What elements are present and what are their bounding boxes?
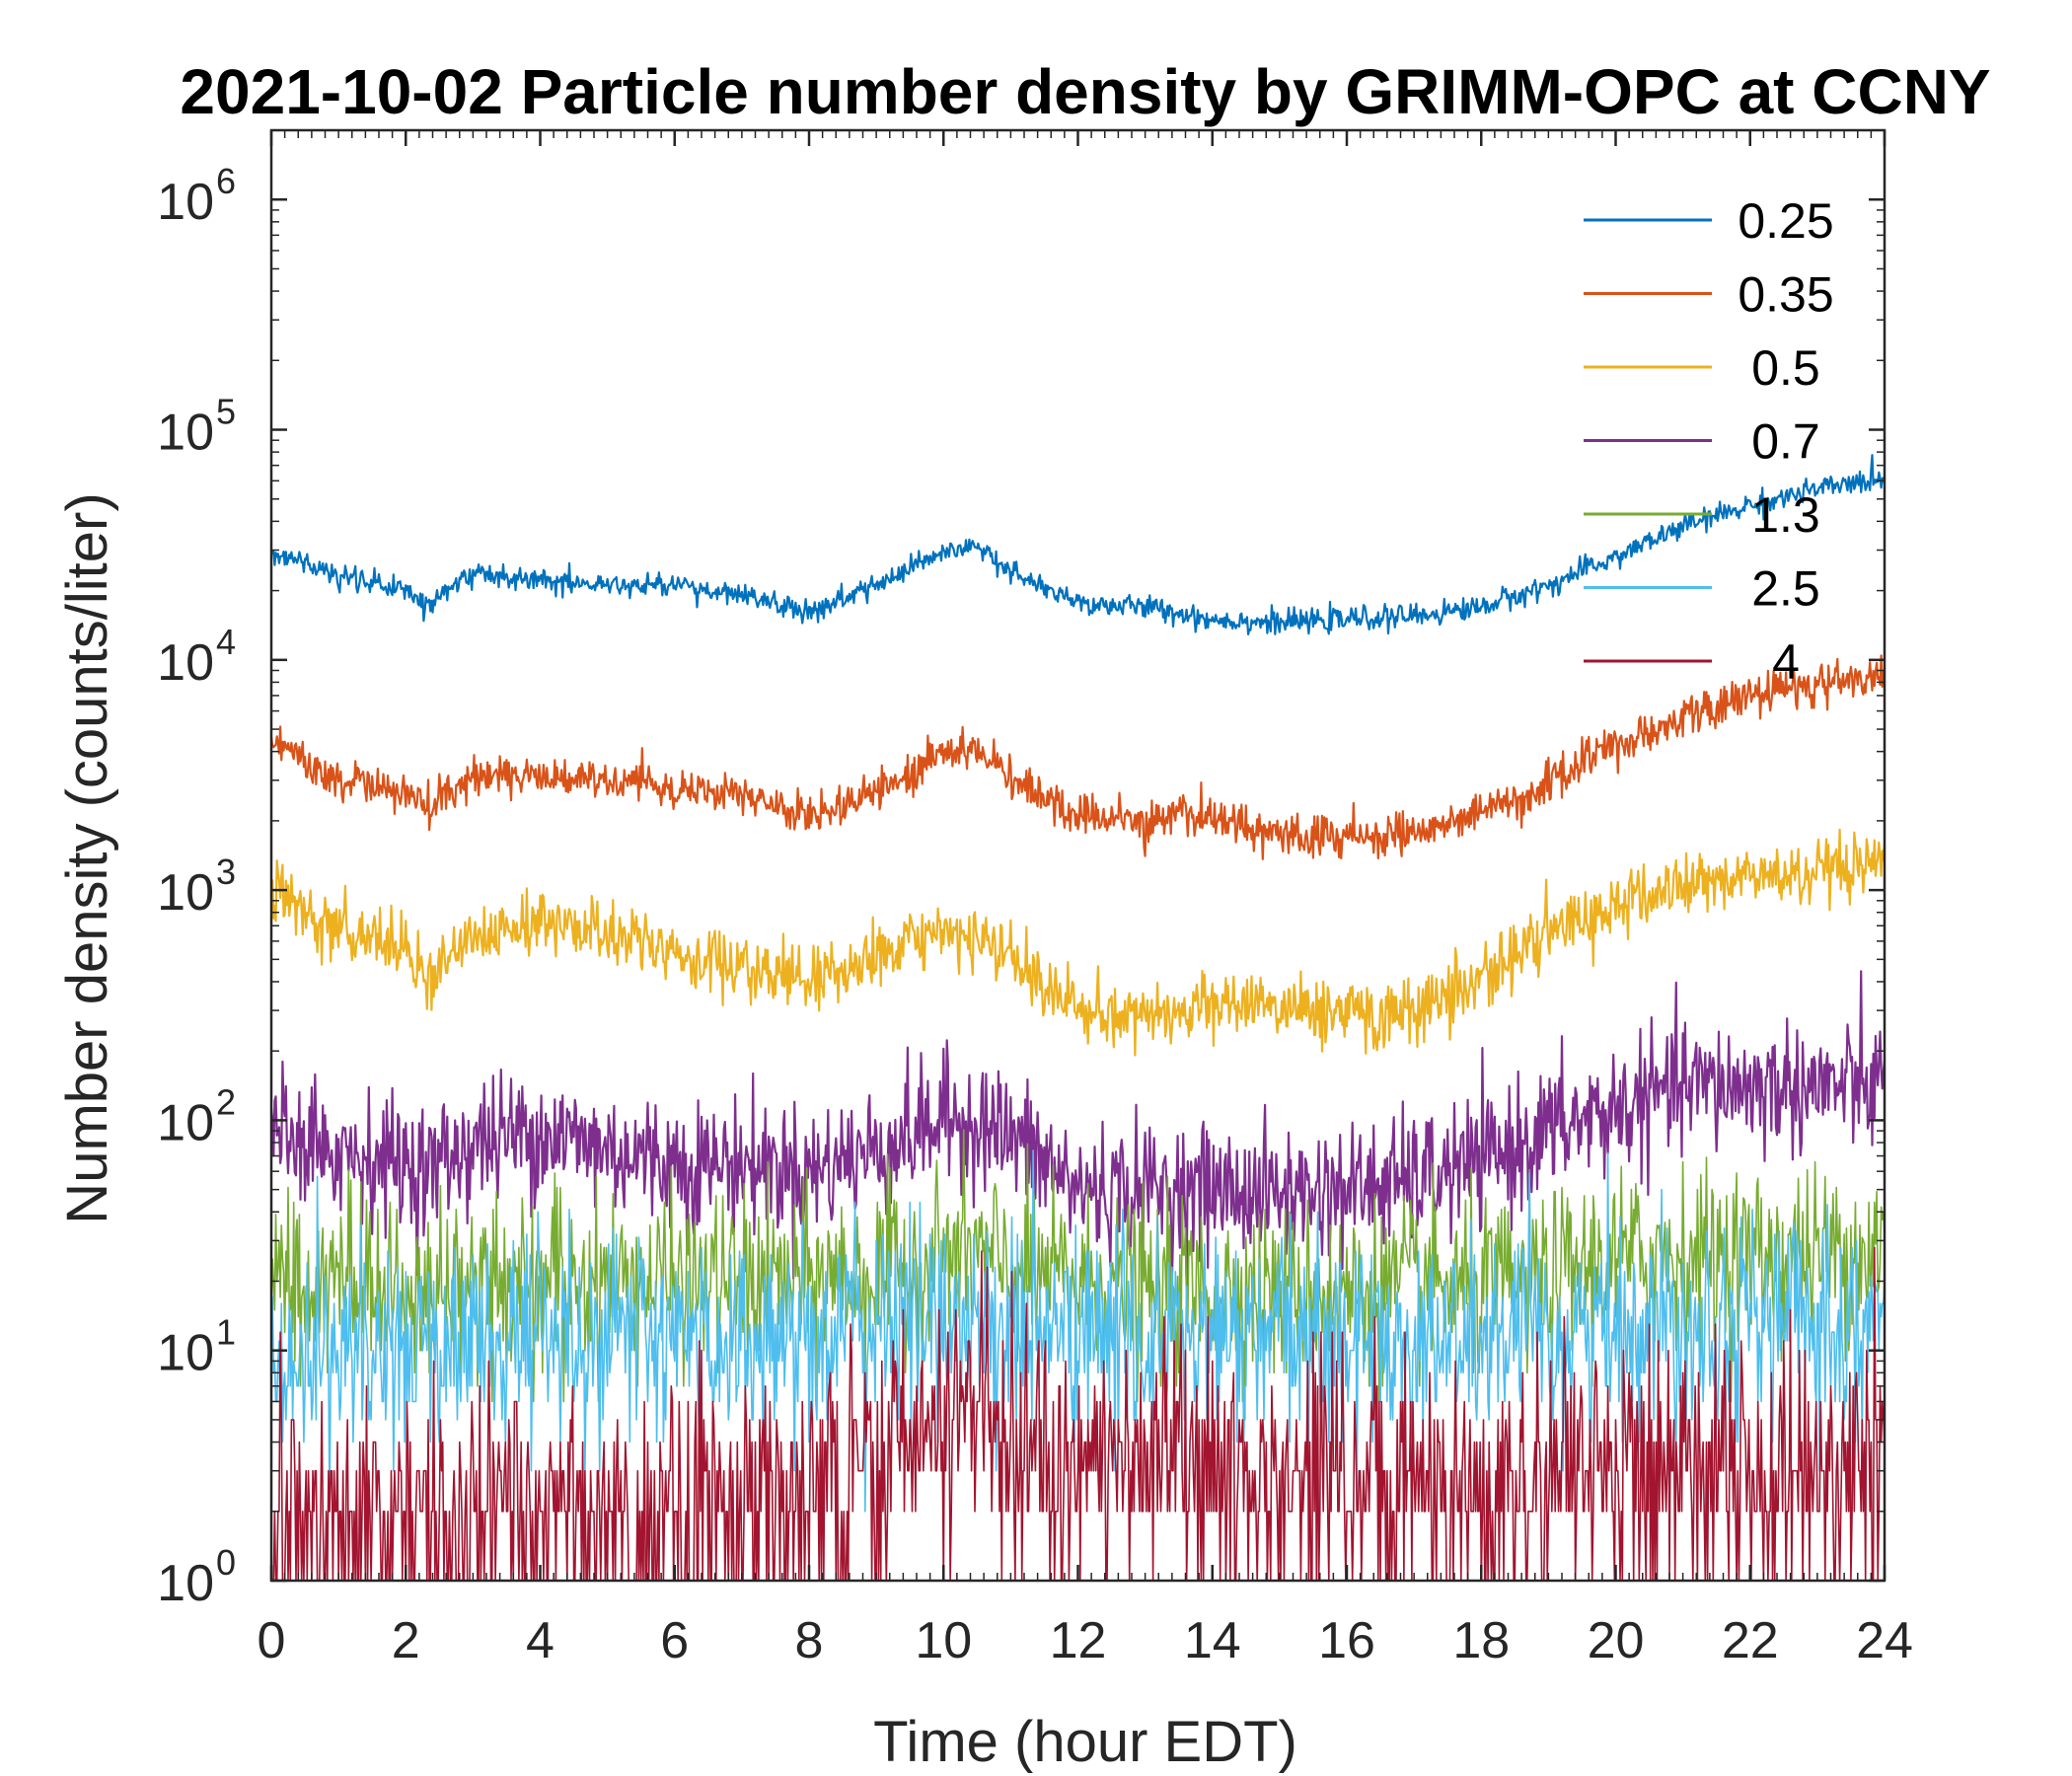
legend-label: 0.7 [1751, 414, 1820, 470]
chart-title: 2021-10-02 Particle number density by GR… [180, 56, 1990, 127]
y-tick-label: 10 [157, 1325, 214, 1382]
x-tick-label: 2 [392, 1612, 420, 1669]
bottom-clip [269, 1582, 1887, 1611]
y-tick-exponent: 2 [216, 1081, 236, 1122]
x-tick-label: 16 [1318, 1612, 1375, 1669]
y-tick-exponent: 6 [216, 161, 236, 201]
legend-label: 2.5 [1751, 561, 1820, 617]
legend-label: 0.25 [1738, 193, 1833, 249]
y-tick-exponent: 4 [216, 622, 236, 662]
series-line-0_7 [269, 970, 1887, 1289]
x-tick-label: 6 [660, 1612, 689, 1669]
x-tick-label: 18 [1452, 1612, 1510, 1669]
x-axis-label: Time (hour EDT) [873, 1710, 1297, 1774]
x-tick-label: 0 [258, 1612, 286, 1669]
legend-label: 4 [1772, 634, 1800, 690]
x-tick-label: 22 [1722, 1612, 1779, 1669]
x-tick-label: 10 [915, 1612, 972, 1669]
series-line-4 [271, 1246, 1886, 1584]
legend-label: 0.35 [1738, 267, 1833, 323]
y-tick-label: 10 [157, 1555, 214, 1612]
series-line-0_5 [269, 828, 1887, 1057]
series-line-0_35 [269, 654, 1887, 860]
legend-label: 1.3 [1751, 487, 1820, 543]
y-tick-exponent: 0 [216, 1542, 236, 1583]
legend-label: 0.5 [1751, 340, 1820, 396]
x-tick-label: 12 [1050, 1612, 1107, 1669]
x-tick-label: 14 [1184, 1612, 1241, 1669]
y-tick-exponent: 3 [216, 851, 236, 892]
x-tick-label: 8 [795, 1612, 824, 1669]
y-axis-label: Number density (counts/liter) [55, 492, 119, 1223]
y-tick-label: 10 [157, 1094, 214, 1151]
y-tick-label: 10 [157, 864, 214, 922]
y-tick-exponent: 5 [216, 392, 236, 432]
y-tick-label: 10 [157, 405, 214, 462]
series-line-0_25 [269, 454, 1887, 636]
legend: 0.25 0.35 0.5 0.7 1.3 2.5 4 [1584, 193, 1834, 690]
series-layer [269, 454, 1887, 1611]
y-tick-exponent: 1 [216, 1312, 236, 1353]
x-tick-label: 20 [1588, 1612, 1645, 1669]
y-tick-label: 10 [157, 174, 214, 231]
x-tick-label: 4 [526, 1612, 555, 1669]
x-tick-label: 24 [1856, 1612, 1913, 1669]
series-line-2_5 [270, 1149, 1886, 1513]
y-tick-label: 10 [157, 634, 214, 692]
